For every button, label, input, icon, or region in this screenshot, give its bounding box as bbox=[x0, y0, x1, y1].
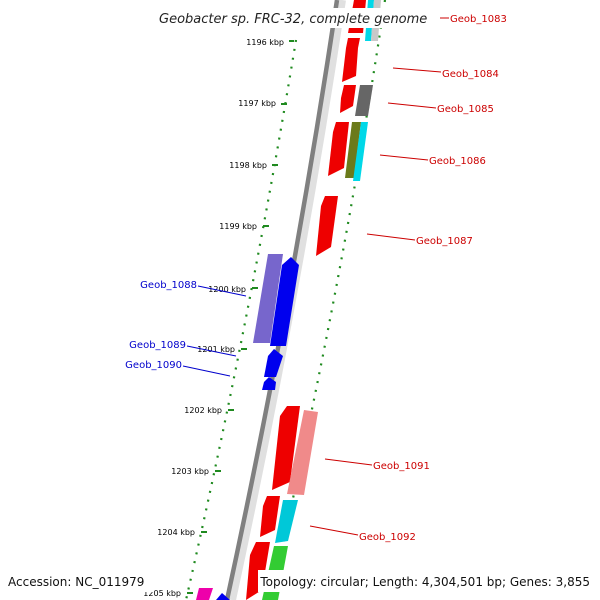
footer-backdrop-right bbox=[258, 570, 596, 592]
gene-arrow[interactable] bbox=[355, 85, 373, 116]
gene-label[interactable]: Geob_1092 bbox=[359, 532, 416, 543]
gene-label[interactable]: Geob_1091 bbox=[373, 461, 430, 472]
leader-line bbox=[197, 285, 247, 297]
gene-arrow[interactable] bbox=[272, 406, 300, 490]
ruler-label: 1196 kbp bbox=[246, 38, 284, 47]
ruler-label: 1205 kbp bbox=[143, 589, 181, 598]
map-title: Geobacter sp. FRC-32, complete genome bbox=[159, 12, 427, 27]
leader-line bbox=[182, 365, 231, 377]
ruler-label: 1199 kbp bbox=[219, 222, 257, 231]
ruler-label: 1202 kbp bbox=[184, 406, 222, 415]
footer-backdrop-left bbox=[4, 570, 154, 592]
gene-label[interactable]: Geob_1087 bbox=[416, 236, 473, 247]
gene-arrow[interactable] bbox=[253, 254, 283, 343]
leader-line bbox=[392, 67, 442, 73]
leader-line bbox=[379, 154, 429, 161]
ruler-label: 1203 kbp bbox=[171, 467, 209, 476]
ruler-label: 1198 kbp bbox=[229, 161, 267, 170]
gene-arrow[interactable] bbox=[287, 410, 318, 495]
leader-line bbox=[387, 102, 437, 109]
accession-text: Accession: NC_011979 bbox=[8, 575, 144, 589]
ruler-label: 1200 kbp bbox=[208, 285, 246, 294]
gene-label[interactable]: Geob_1083 bbox=[450, 14, 507, 25]
gene-arrow[interactable] bbox=[353, 122, 368, 181]
leader-line bbox=[309, 525, 359, 536]
leader-line bbox=[366, 233, 416, 241]
gene-arrow[interactable] bbox=[316, 196, 338, 256]
reverse-gene-labels: Geob_1088 Geob_1089 Geob_1090 bbox=[125, 280, 247, 377]
gene-label[interactable]: Geob_1088 bbox=[140, 280, 197, 291]
leader-line bbox=[324, 458, 373, 466]
gene-arrow[interactable] bbox=[216, 593, 230, 600]
gene-arrow[interactable] bbox=[275, 500, 298, 543]
ruler-label: 1204 kbp bbox=[157, 528, 195, 537]
gene-arrow[interactable] bbox=[264, 349, 283, 377]
gene-arrow[interactable] bbox=[270, 257, 299, 346]
gene-arrow[interactable] bbox=[262, 377, 276, 390]
gene-label[interactable]: Geob_1086 bbox=[429, 156, 486, 167]
gene-arrow[interactable] bbox=[328, 122, 349, 176]
ruler-label: 1197 kbp bbox=[238, 99, 276, 108]
leader-line bbox=[186, 345, 237, 357]
forward-gene-labels: Geob_1083 Geob_1084 Geob_1085 Geob_1086 … bbox=[309, 14, 507, 543]
gene-arrow[interactable] bbox=[260, 496, 280, 537]
ruler: 1196 kbp 1197 kbp 1198 kbp 1199 kbp 1200… bbox=[143, 38, 294, 598]
reverse-strand bbox=[196, 254, 299, 600]
gene-arrow[interactable] bbox=[340, 85, 356, 113]
gene-label[interactable]: Geob_1090 bbox=[125, 360, 182, 371]
gene-label[interactable]: Geob_1089 bbox=[129, 340, 186, 351]
gene-arrow[interactable] bbox=[196, 588, 213, 600]
gene-arrow[interactable] bbox=[345, 122, 361, 178]
gene-label[interactable]: Geob_1085 bbox=[437, 104, 494, 115]
gene-label[interactable]: Geob_1084 bbox=[442, 69, 499, 80]
ruler-label: 1201 kbp bbox=[197, 345, 235, 354]
title-backdrop bbox=[156, 8, 440, 28]
genome-summary-text: Topology: circular; Length: 4,304,501 bp… bbox=[259, 575, 590, 589]
gene-arrow[interactable] bbox=[342, 38, 360, 82]
